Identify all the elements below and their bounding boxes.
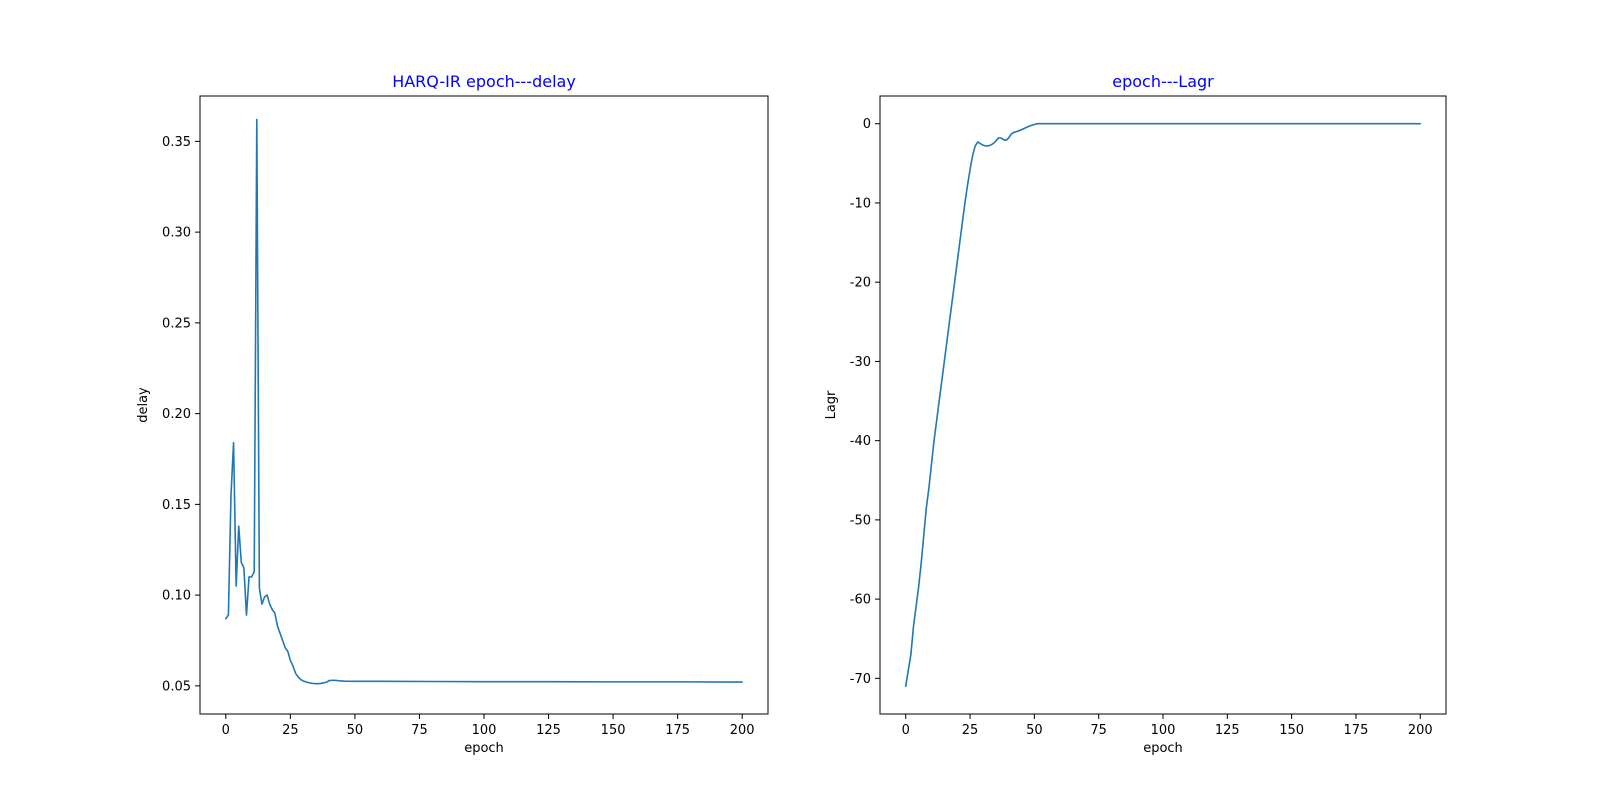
y-tick-label: 0.10 (162, 589, 191, 604)
y-tick-label: -60 (850, 593, 871, 608)
x-tick-label: 25 (282, 723, 299, 738)
x-tick-label: 200 (730, 723, 755, 738)
y-tick-label: 0 (863, 117, 871, 132)
series-line (225, 118, 743, 685)
x-tick-label: 175 (665, 723, 690, 738)
axes-frame (879, 95, 1447, 715)
y-tick-label: 0.20 (162, 407, 191, 422)
lagr-chart: epoch---Lagr 0 25 50 75 100 125 150 175 200 0 -10 -2… (824, 72, 1447, 756)
x-axis-label: epoch (1143, 741, 1183, 756)
x-tick-label: 125 (1215, 723, 1240, 738)
x-tick-label: 0 (902, 723, 910, 738)
series-line (904, 122, 1422, 688)
y-tick-label: 0.30 (162, 226, 191, 241)
y-tick-label: -20 (850, 276, 871, 291)
x-tick-label: 50 (347, 723, 364, 738)
y-axis-label: delay (136, 387, 151, 423)
x-tick-label: 150 (1279, 723, 1304, 738)
delay-chart: HARQ-IR epoch---delay 0 25 50 75 100 125 150 175… (136, 72, 769, 756)
x-tick-label: 100 (472, 723, 497, 738)
y-tick-label: 0.35 (162, 135, 191, 150)
y-tick-label: 0.15 (162, 498, 191, 513)
x-tick-label: 75 (1090, 723, 1107, 738)
x-tick-label: 175 (1344, 723, 1369, 738)
y-tick-label: 0.25 (162, 316, 191, 331)
x-tick-label: 200 (1408, 723, 1433, 738)
y-tick-label: 0.05 (162, 679, 191, 694)
chart-title: epoch---Lagr (1112, 72, 1214, 91)
y-axis-label: Lagr (824, 390, 839, 419)
x-tick-label: 75 (411, 723, 428, 738)
x-tick-label: 100 (1151, 723, 1176, 738)
x-tick-label: 50 (1026, 723, 1043, 738)
y-tick-label: -10 (850, 196, 871, 211)
x-axis-label: epoch (464, 741, 504, 756)
axes-frame (199, 95, 769, 715)
x-tick-label: 150 (601, 723, 626, 738)
chart-title: HARQ-IR epoch---delay (392, 72, 576, 91)
y-tick-label: -70 (850, 672, 871, 687)
y-tick-label: -50 (850, 513, 871, 528)
y-tick-label: -40 (850, 434, 871, 449)
x-tick-label: 125 (536, 723, 561, 738)
y-tick-label: -30 (850, 355, 871, 370)
x-tick-label: 25 (962, 723, 979, 738)
x-tick-label: 0 (222, 723, 230, 738)
